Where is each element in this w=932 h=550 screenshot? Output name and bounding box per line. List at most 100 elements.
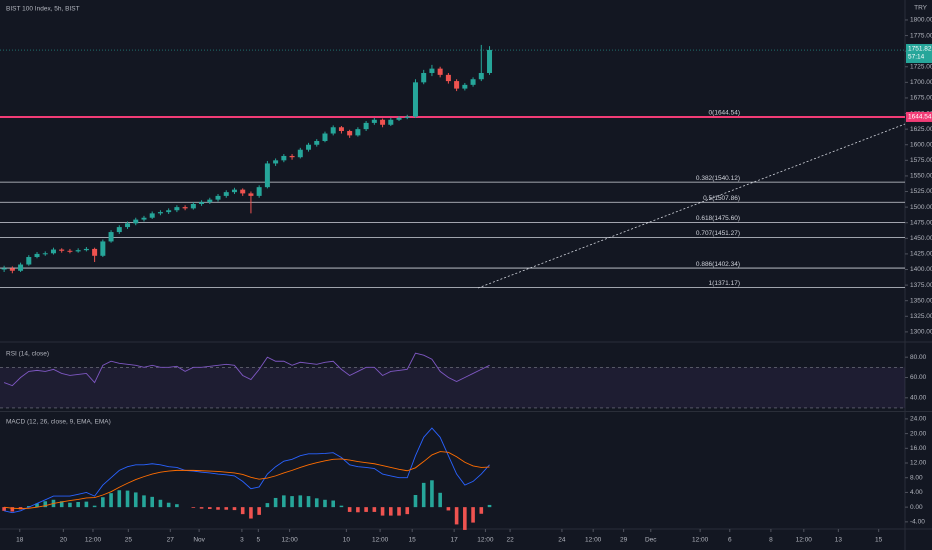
candle-body	[1, 268, 7, 270]
histogram-bar	[364, 507, 368, 512]
histogram-bar	[413, 495, 418, 508]
histogram-bar	[191, 507, 196, 508]
x-tick-label: 10	[343, 537, 351, 544]
candle-body	[380, 119, 386, 125]
x-tick-label: 17	[451, 537, 459, 544]
candle-body	[478, 72, 484, 80]
histogram-bar	[257, 507, 261, 515]
candle-body	[297, 149, 303, 158]
y-tick-label: 1425.00	[910, 251, 932, 258]
x-tick-label: 12:00	[85, 537, 102, 544]
candle-body	[18, 264, 24, 271]
fib-label: 0.886(1402.34)	[696, 261, 740, 268]
x-tick-label: 12:00	[477, 537, 494, 544]
y-tick-label: 1400.00	[910, 266, 932, 273]
histogram-bar	[84, 501, 89, 508]
histogram-bar	[125, 490, 130, 508]
histogram-bar	[199, 507, 204, 509]
histogram-bar	[216, 507, 220, 510]
candle-body	[396, 117, 402, 120]
candle-body	[190, 204, 196, 209]
histogram-bar	[438, 492, 442, 508]
rsi-line	[3, 352, 490, 387]
last-price-tag	[906, 44, 932, 64]
candle-body	[141, 217, 147, 220]
candle-body	[182, 207, 188, 209]
candle-body	[371, 119, 377, 123]
histogram-bar	[331, 500, 336, 508]
y-tick-label: 1450.00	[910, 235, 932, 242]
y-tick-label: 1675.00	[910, 95, 932, 102]
y-tick-label: 4.00	[910, 489, 923, 496]
fib-label: 0.5(1507.86)	[703, 195, 740, 202]
candle-body	[75, 250, 81, 252]
candle-body	[487, 49, 493, 73]
y-tick-label: 1300.00	[910, 329, 932, 336]
candle-body	[149, 213, 155, 218]
histogram-bar	[454, 507, 459, 525]
histogram-bar	[290, 496, 294, 508]
x-tick-label: 27	[167, 537, 175, 544]
histogram-bar	[117, 490, 122, 508]
pane-title: MACD (12, 26, close, 9, EMA, EMA)	[6, 419, 111, 426]
candle-body	[314, 140, 320, 145]
horizontal-line-tag	[906, 111, 932, 122]
candle-body	[404, 116, 410, 118]
x-tick-label: 12:00	[796, 537, 813, 544]
y-tick-label: 24.00	[910, 416, 927, 423]
candle-body	[26, 257, 32, 265]
x-tick-label: 22	[506, 537, 514, 544]
candle-body	[231, 189, 237, 193]
candle-body	[363, 122, 369, 130]
histogram-bar	[249, 507, 253, 519]
histogram-bar	[101, 497, 105, 508]
histogram-bar	[430, 480, 434, 508]
candle-body	[281, 155, 287, 161]
histogram-bar	[92, 505, 97, 508]
rsi-band	[0, 367, 905, 408]
histogram-bar	[306, 496, 311, 508]
x-tick-label: 12:00	[692, 537, 709, 544]
y-tick-label: 80.00	[910, 354, 927, 361]
x-tick-label: 8	[769, 537, 773, 544]
x-tick-label: 12:00	[585, 537, 602, 544]
candle-body	[59, 249, 65, 251]
candle-body	[108, 232, 114, 242]
histogram-bar	[314, 498, 319, 508]
x-tick-label: 15	[409, 537, 417, 544]
candle-body	[116, 227, 122, 233]
currency: TRY	[914, 5, 928, 12]
candle-body	[9, 268, 15, 271]
candle-body	[330, 127, 336, 134]
horizontal-line-tag-label: 1644.54	[908, 114, 932, 121]
candle-body	[100, 241, 106, 256]
candle-body	[445, 74, 451, 82]
x-tick-label: 18	[16, 537, 24, 544]
histogram-bar	[76, 501, 80, 508]
y-tick-label: 12.00	[910, 460, 927, 467]
x-tick-label: 25	[125, 537, 133, 544]
candle-body	[412, 82, 418, 117]
histogram-bar	[158, 499, 163, 508]
x-tick-label: 24	[558, 537, 566, 544]
pane-title: RSI (14, close)	[6, 351, 49, 358]
histogram-bar	[339, 505, 344, 508]
histogram-bar	[446, 507, 451, 511]
histogram-bar	[405, 507, 410, 515]
candle-body	[34, 253, 40, 258]
candle-body	[306, 144, 312, 150]
candle-body	[42, 253, 48, 255]
histogram-bar	[109, 493, 113, 508]
fib-label: 0.382(1540.12)	[696, 175, 740, 182]
y-tick-label: 1500.00	[910, 204, 932, 211]
candle-body	[264, 163, 270, 188]
x-tick-label: 20	[60, 537, 68, 544]
candle-body	[223, 192, 229, 196]
y-tick-label: 1600.00	[910, 141, 932, 148]
histogram-bar	[388, 507, 393, 516]
histogram-bar	[421, 482, 426, 508]
x-tick-label: 12:00	[281, 537, 298, 544]
